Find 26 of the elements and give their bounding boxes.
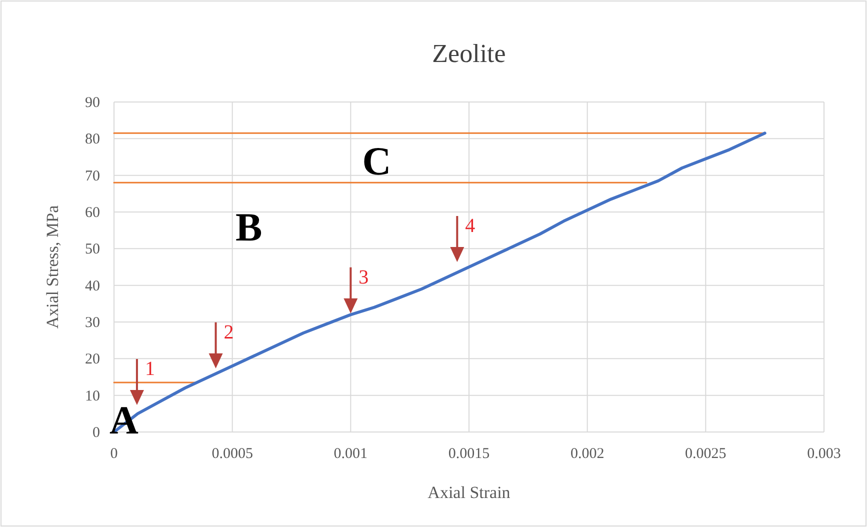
annotation: 1	[144, 358, 155, 380]
annotation: B	[236, 204, 262, 250]
x-tick-label: 0.001	[334, 446, 368, 462]
y-tick-label: 50	[85, 242, 100, 258]
x-tick-label: 0.0015	[448, 446, 490, 462]
y-tick-label: 90	[85, 95, 100, 111]
chart-title: Zeolite	[432, 39, 506, 68]
x-tick-label: 0	[110, 446, 118, 462]
y-tick-label: 40	[85, 278, 100, 294]
x-tick-label: 0.003	[807, 446, 841, 462]
x-tick-label: 0.002	[570, 446, 604, 462]
x-tick-label: 0.0025	[685, 446, 726, 462]
y-tick-label: 60	[85, 205, 100, 221]
x-tick-label: 0.0005	[212, 446, 253, 462]
y-tick-label: 80	[85, 132, 100, 148]
y-tick-label: 20	[85, 352, 100, 368]
y-tick-label: 10	[85, 388, 100, 404]
annotation: 4	[465, 215, 476, 237]
annotation: 3	[358, 266, 369, 288]
x-axis-title: Axial Strain	[428, 483, 511, 502]
annotation: 2	[224, 321, 234, 344]
y-axis-title: Axial Stress, MPa	[43, 204, 62, 329]
annotation: C	[362, 138, 392, 184]
y-tick-label: 30	[85, 315, 100, 331]
y-tick-label: 0	[92, 425, 100, 441]
y-tick-label: 70	[85, 168, 100, 184]
